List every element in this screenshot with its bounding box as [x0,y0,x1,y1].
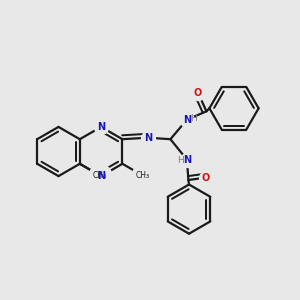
Text: CH₃: CH₃ [93,171,107,180]
Text: O: O [202,172,210,183]
Text: H: H [177,156,184,165]
Text: N: N [144,133,152,143]
Text: CH₃: CH₃ [136,171,150,180]
Text: N: N [97,171,105,181]
Text: O: O [194,88,202,98]
Text: N: N [183,115,191,125]
Text: N: N [97,122,105,132]
Text: N: N [183,154,191,165]
Text: H: H [190,114,197,123]
